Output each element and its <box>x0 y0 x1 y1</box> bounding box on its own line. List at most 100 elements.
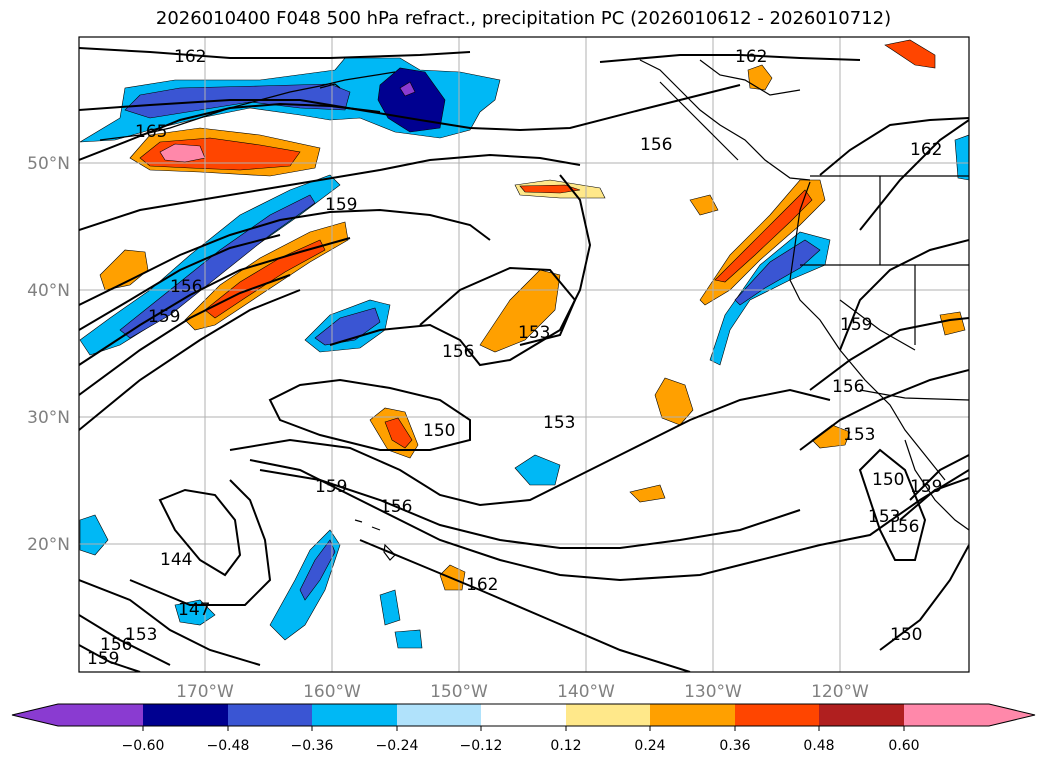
contour-156-sw <box>79 614 171 666</box>
contour-label: 147 <box>178 600 210 620</box>
border-states-3 <box>839 299 916 351</box>
lon-label-170w: 170°W <box>176 682 234 702</box>
contour-159-a <box>79 153 581 231</box>
pos-spot-east-6 <box>939 311 966 336</box>
pos-spot-east-5 <box>747 64 773 91</box>
contour-jet-3 <box>79 237 351 366</box>
contour-159-east <box>839 239 969 351</box>
colorbar-bin-2 <box>143 704 229 726</box>
contour-label: 165 <box>135 122 167 142</box>
colorbar-tick-label: 0.60 <box>888 738 919 754</box>
pos-band-central-core <box>204 239 326 319</box>
graticule <box>79 37 969 672</box>
colorbar-tickmarks <box>142 726 905 731</box>
colorbar: −0.60 −0.48 −0.36 −0.24 −0.12 0.12 0.24 … <box>11 703 1036 754</box>
neg-region-gulf-alaska-purple <box>399 81 416 97</box>
pos-spot-subtropical-3-core <box>384 417 413 449</box>
coast-alaska-panhandle-2 <box>659 81 739 161</box>
contour-162-south <box>359 539 691 672</box>
neg-spot-east-7 <box>954 134 969 181</box>
coastlines <box>99 59 969 561</box>
contour-162-east <box>859 119 969 231</box>
contour-label: 162 <box>466 575 498 595</box>
contour-153-east <box>799 369 969 451</box>
contour-144 <box>158 488 242 577</box>
contour-east-loop <box>858 448 927 561</box>
colorbar-bin-11 <box>904 704 990 726</box>
colorbar-tick-label: −0.24 <box>376 738 419 754</box>
contour-label: 156 <box>887 517 919 537</box>
contour-label: 159 <box>87 649 119 669</box>
neg-region-southwest-core <box>299 539 336 601</box>
contour-153-sw <box>79 579 261 666</box>
contour-label: 153 <box>843 425 875 445</box>
contour-156-a <box>79 84 741 132</box>
refractivity-contours <box>79 47 969 672</box>
pos-region-northeast-core <box>519 184 581 194</box>
neg-region-central-east-core <box>314 307 381 346</box>
lon-label-120w: 120°W <box>811 682 869 702</box>
contour-label: 159 <box>148 307 180 327</box>
map-frame <box>78 36 970 673</box>
colorbar-outline <box>11 703 1036 727</box>
lat-label-20n: 20°N <box>27 535 70 555</box>
lon-label-150w: 150°W <box>430 682 488 702</box>
contour-label: 159 <box>840 315 872 335</box>
lon-label-130w: 130°W <box>684 682 742 702</box>
contour-label: 156 <box>832 377 864 397</box>
contour-label: 153 <box>518 323 550 343</box>
pos-spot-east-3 <box>689 194 719 216</box>
pos-spot-east-2 <box>629 484 666 503</box>
contour-label: 162 <box>910 140 942 160</box>
map-title: 2026010400 F048 500 hPa refract., precip… <box>155 8 892 29</box>
contour-147 <box>129 479 272 606</box>
neg-spot-west <box>79 514 109 556</box>
colorbar-tick-label: 0.36 <box>719 738 750 754</box>
contour-label: 144 <box>160 550 192 570</box>
contour-label: 150 <box>872 470 904 490</box>
contour-label: 156 <box>442 342 474 362</box>
contour-label: 156 <box>170 277 202 297</box>
island-hawaii-1 <box>354 519 363 523</box>
contour-150-east <box>879 544 969 651</box>
precip-shading <box>79 39 969 649</box>
contour-162-north <box>79 47 471 59</box>
contour-156-mid <box>329 174 592 367</box>
lon-label-160w: 160°W <box>303 682 361 702</box>
contour-coast-outer <box>819 117 969 176</box>
contour-label: 153 <box>543 413 575 433</box>
contour-159-sw <box>79 644 141 672</box>
contour-east-dome-2 <box>899 477 969 521</box>
contour-label: 159 <box>315 477 347 497</box>
colorbar-tick-label: 0.24 <box>634 738 665 754</box>
coast-west-us <box>789 181 946 481</box>
lat-label-30n: 30°N <box>27 408 70 428</box>
neg-spot-subtropical <box>514 454 561 486</box>
contour-153-loop <box>419 266 577 346</box>
contour-label: 150 <box>890 625 922 645</box>
contour-label: 162 <box>174 47 206 67</box>
pos-spot-subtropical-2 <box>654 377 694 426</box>
contour-label: 156 <box>640 135 672 155</box>
colorbar-bin-3 <box>228 704 314 726</box>
lat-label-50n: 50°N <box>27 154 70 174</box>
contour-jet-1 <box>79 208 491 306</box>
lat-label-40n: 40°N <box>27 281 70 301</box>
colorbar-bin-6 <box>481 704 567 726</box>
neg-band-central-core <box>119 194 316 339</box>
contour-159-south <box>249 459 969 582</box>
coast-baja <box>904 439 969 531</box>
map-area: 162 165 159 156 159 156 153 150 153 162 … <box>79 37 969 672</box>
contour-150-ring <box>268 378 471 451</box>
coast-bc-inland <box>699 59 801 96</box>
colorbar-bin-10 <box>819 704 905 726</box>
contour-156-east <box>809 317 969 391</box>
neg-band-coastal-core <box>734 239 821 306</box>
colorbar-bin-9 <box>735 704 821 726</box>
colorbar-tick-label: −0.60 <box>122 738 165 754</box>
colorbar-tick-label: −0.12 <box>460 738 503 754</box>
contour-label: 153 <box>868 507 900 527</box>
lon-label-140w: 140°W <box>557 682 615 702</box>
colorbar-tick-label: −0.36 <box>291 738 334 754</box>
